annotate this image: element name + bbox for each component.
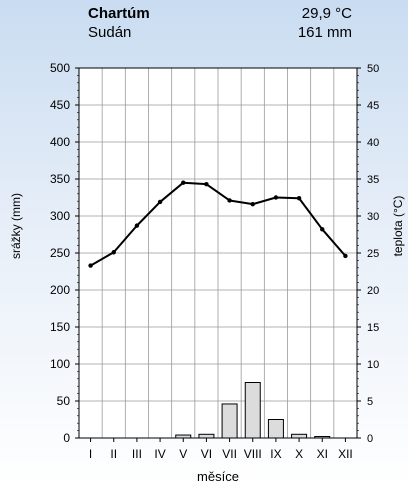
x-tick-label: IX <box>270 447 281 461</box>
temperature-point <box>227 198 232 203</box>
y-tick-label-left: 200 <box>50 283 70 297</box>
x-tick-label: IV <box>154 447 165 461</box>
temperature-point <box>111 250 116 255</box>
x-tick-label: V <box>179 447 187 461</box>
x-axis-label: měsíce <box>197 469 239 484</box>
country-name: Sudán <box>88 24 132 41</box>
precipitation-bar <box>267 419 284 439</box>
y-tick-label-right: 10 <box>367 359 379 371</box>
precipitation-bar <box>198 433 215 439</box>
y-tick-label-right: 50 <box>367 63 379 75</box>
y-tick-label-right: 25 <box>367 248 379 260</box>
axes: 0 50 100 150 200 250 300 350 400 450 500 0 5 10 15 20 25… <box>50 61 379 461</box>
x-tick-label: VI <box>201 447 212 461</box>
station-name: Chartúm <box>88 5 150 22</box>
y-tick-label-right: 45 <box>367 100 379 112</box>
y-tick-label-left: 100 <box>50 357 70 371</box>
grid <box>79 68 357 438</box>
y-tick-label-left: 0 <box>63 431 70 445</box>
precipitation-bar <box>291 433 308 439</box>
y-tick-label-right: 20 <box>367 285 379 297</box>
temperature-polyline <box>90 181 347 267</box>
temperature-line <box>88 180 348 268</box>
chart-header: Chartúm Sudán 29,9 °C 161 mm <box>0 0 408 60</box>
x-tick-label: II <box>110 447 117 461</box>
temperature-point <box>250 201 255 207</box>
y-tick-label-right: 30 <box>367 211 379 223</box>
precipitation-bar <box>244 382 261 439</box>
x-tick-label: III <box>132 447 142 461</box>
x-tick-label: X <box>295 447 303 461</box>
y-tick-label-right: 35 <box>367 174 379 186</box>
x-tick-label: XII <box>338 447 353 461</box>
temperature-point <box>320 227 325 232</box>
average-temperature: 29,9 °C <box>301 5 352 22</box>
temperature-point <box>134 223 140 228</box>
temperature-point <box>88 263 93 268</box>
precipitation-bar <box>221 403 238 439</box>
y-axis-label-left: srážky (mm) <box>9 193 23 259</box>
temperature-point <box>204 181 209 187</box>
y-tick-label-left: 350 <box>50 172 70 186</box>
y-tick-label-left: 250 <box>50 246 70 260</box>
y-axis-label-right: teplota (°C) <box>391 196 405 257</box>
y-tick-label-right: 5 <box>367 396 373 408</box>
x-tick-label: XI <box>317 447 328 461</box>
y-tick-label-right: 15 <box>367 322 379 334</box>
y-tick-label-left: 50 <box>57 394 71 408</box>
temperature-point <box>296 196 302 201</box>
x-tick-label: I <box>89 447 92 461</box>
y-tick-label-right: 40 <box>367 137 379 149</box>
temperature-point <box>273 195 279 200</box>
annual-precipitation: 161 mm <box>297 24 352 41</box>
x-tick-label: VII <box>222 447 237 461</box>
y-tick-label-left: 300 <box>50 209 70 223</box>
x-tick-label: VIII <box>244 447 262 461</box>
temperature-point <box>157 199 163 205</box>
y-tick-label-left: 150 <box>50 320 70 334</box>
temperature-point <box>181 180 186 185</box>
y-tick-label-left: 450 <box>50 98 70 112</box>
y-tick-label-right: 0 <box>367 433 373 445</box>
y-tick-label-left: 500 <box>50 61 70 75</box>
temperature-point <box>343 253 348 259</box>
y-tick-label-left: 400 <box>50 135 70 149</box>
